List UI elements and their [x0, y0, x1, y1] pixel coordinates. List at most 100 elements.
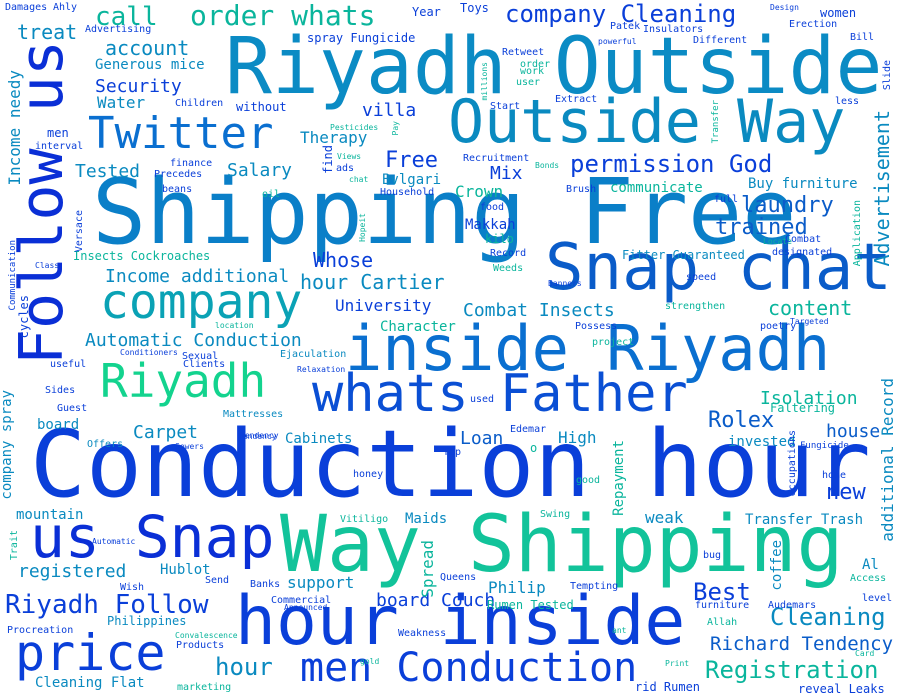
- cloud-word: Sexual: [182, 351, 219, 362]
- cloud-word: Fitter Guaranteed: [622, 248, 745, 262]
- cloud-word: Mix: [490, 163, 523, 184]
- cloud-word: mountain: [16, 507, 84, 523]
- cloud-word: Damages: [5, 2, 48, 13]
- cloud-word: Household: [380, 187, 435, 198]
- cloud-word: Character: [380, 319, 456, 335]
- cloud-word: Bonds: [535, 161, 560, 170]
- cloud-word: Audemars: [768, 600, 817, 611]
- cloud-word: Patek: [610, 21, 641, 32]
- cloud-word: Conduction hour: [30, 410, 871, 518]
- cloud-word: Cleaning Flat: [35, 675, 145, 691]
- cloud-word: Riyadh Follow: [5, 590, 209, 620]
- cloud-word: company: [100, 274, 303, 330]
- cloud-word: level: [862, 593, 893, 604]
- cloud-word: order: [520, 59, 551, 70]
- cloud-word: Sides: [45, 385, 76, 396]
- cloud-word: Guest: [57, 403, 88, 414]
- cloud-word: Banners: [548, 279, 582, 288]
- cloud-word: finance: [170, 158, 213, 169]
- cloud-word: Transfer Trash: [745, 512, 864, 528]
- cloud-word: men: [47, 126, 69, 140]
- cloud-word: Versace: [74, 210, 85, 253]
- cloud-word: food: [480, 202, 505, 213]
- cloud-word: Whose: [313, 248, 374, 272]
- cloud-word: speed: [686, 272, 717, 283]
- cloud-word: good: [576, 475, 601, 486]
- cloud-word: Registration: [705, 656, 879, 684]
- cloud-word: kilo: [485, 232, 514, 246]
- cloud-word: Pesticides: [330, 123, 379, 132]
- cloud-word: Tempting: [570, 581, 619, 592]
- cloud-word: Crown: [455, 182, 504, 201]
- cloud-word: interval: [35, 141, 84, 152]
- cloud-word: Pay: [391, 121, 400, 136]
- cloud-word: Offers: [87, 439, 124, 450]
- cloud-word: Best: [693, 578, 751, 606]
- cloud-word: location: [215, 321, 254, 330]
- cloud-word: price: [15, 624, 166, 682]
- cloud-word: poetry: [760, 321, 797, 332]
- cloud-word: Class: [35, 261, 60, 270]
- cloud-word: Combat: [785, 234, 822, 245]
- cloud-word: millions: [480, 62, 489, 101]
- cloud-word: Way Shipping: [280, 500, 844, 590]
- cloud-word: Conditioners: [120, 348, 178, 357]
- cloud-word: Children: [175, 98, 224, 109]
- cloud-word: board: [37, 417, 80, 433]
- cloud-word: reveal Leaks: [798, 682, 885, 696]
- cloud-word: chat: [349, 175, 369, 184]
- cloud-word: o: [530, 441, 538, 455]
- cloud-word: hour inside: [235, 582, 686, 661]
- cloud-word: rid Rumen: [635, 680, 701, 694]
- cloud-word: project: [592, 337, 635, 348]
- cloud-word: Ahly: [53, 2, 78, 13]
- cloud-word: Carpet: [133, 422, 199, 443]
- cloud-word: company Cleaning: [505, 0, 737, 28]
- cloud-word: Procreation: [7, 625, 74, 636]
- cloud-word: beans: [162, 184, 193, 195]
- cloud-word: company spray: [0, 390, 15, 500]
- cloud-word: order whats: [190, 0, 376, 32]
- cloud-word: Makkah: [465, 217, 516, 233]
- cloud-word: Combat Insects: [463, 300, 615, 321]
- cloud-word: Shipping Free: [92, 160, 797, 265]
- cloud-word: Extract: [555, 94, 598, 105]
- cloud-word: Precedes: [154, 169, 203, 180]
- cloud-word: communicate: [610, 180, 703, 196]
- cloud-word: Swing: [540, 509, 571, 520]
- cloud-word: Views: [337, 152, 362, 161]
- cloud-word: Weeds: [493, 263, 524, 274]
- cloud-word: Send: [205, 575, 230, 586]
- cloud-word: treat: [17, 20, 78, 44]
- cloud-word: weak: [645, 508, 684, 527]
- cloud-word: Outside Way: [448, 87, 846, 157]
- cloud-word: ads: [336, 163, 355, 174]
- cloud-word: gold: [360, 657, 380, 666]
- cloud-word: University: [335, 296, 432, 315]
- cloud-word: additional Record: [878, 378, 897, 542]
- cloud-word: Print: [665, 659, 690, 668]
- cloud-word: Ejaculation: [280, 349, 347, 360]
- cloud-word: Bvlgari: [382, 172, 442, 188]
- cloud-word: laundry: [741, 193, 834, 218]
- cloud-word: Security: [95, 76, 182, 97]
- cloud-word: women: [820, 6, 857, 20]
- cloud-word: Retweet: [502, 47, 545, 58]
- cloud-word: Locate: [763, 237, 792, 246]
- cloud-word: coffee: [769, 540, 785, 591]
- cloud-word: Edemar: [510, 424, 547, 435]
- cloud-word: Richard Tendency: [710, 633, 894, 655]
- cloud-word: Record: [490, 248, 527, 259]
- cloud-word: Water: [97, 93, 146, 112]
- cloud-word: Vitiligo: [340, 514, 389, 525]
- cloud-word: Queens: [440, 572, 477, 583]
- cloud-word: Possess: [575, 321, 618, 332]
- cloud-word: Tendency: [240, 431, 279, 440]
- cloud-word: powerful: [598, 37, 637, 46]
- cloud-word: Recruitment: [463, 153, 530, 164]
- cloud-word: honey: [353, 469, 384, 480]
- cloud-word: full: [714, 194, 739, 205]
- cloud-word: Cleaning: [770, 603, 886, 631]
- cloud-word: Riyadh Outside: [225, 22, 883, 112]
